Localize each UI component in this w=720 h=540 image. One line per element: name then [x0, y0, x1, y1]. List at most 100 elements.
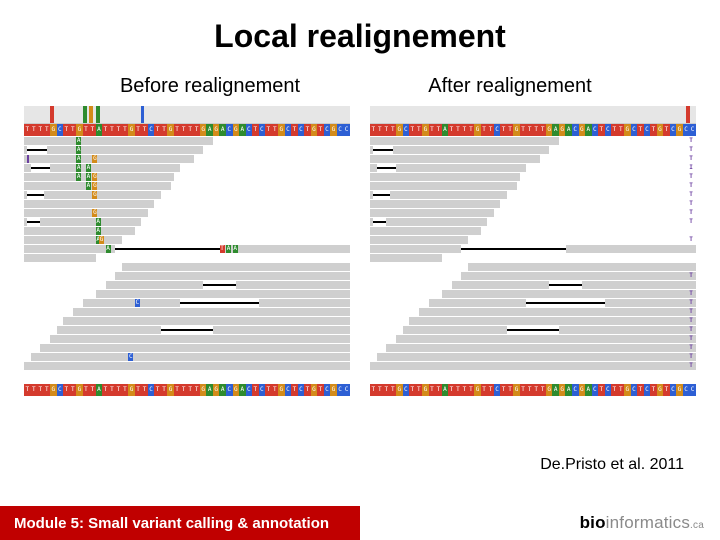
coverage-variant-mark — [89, 106, 93, 123]
read-row — [24, 272, 350, 280]
aligned-read — [370, 155, 540, 163]
read-row — [370, 326, 696, 334]
read-row — [370, 209, 696, 217]
mismatch-base: G — [92, 155, 97, 163]
aligned-read — [24, 209, 148, 217]
read-row — [370, 173, 696, 181]
mismatch-base: A — [86, 182, 91, 190]
insertion-base: T — [688, 299, 694, 307]
coverage-variant-mark — [686, 106, 690, 123]
mismatch-base: G — [92, 173, 97, 181]
read-row — [370, 137, 696, 145]
read-row: A — [24, 227, 350, 235]
coverage-variant-mark — [96, 106, 100, 123]
mismatch-base: A — [106, 245, 111, 253]
mismatch-base: C — [135, 299, 140, 307]
read-row — [370, 191, 696, 199]
subtitle-before: Before realignement — [60, 75, 360, 98]
read-row — [370, 290, 696, 298]
read-row — [24, 200, 350, 208]
aligned-read — [370, 200, 500, 208]
aligned-read — [96, 290, 350, 298]
read-row — [370, 164, 696, 172]
aligned-read — [396, 335, 696, 343]
ref-base: C — [343, 384, 350, 396]
insertion-base: T — [688, 308, 694, 316]
read-row — [370, 182, 696, 190]
slide-title: Local realignement — [0, 0, 720, 55]
ref-base: C — [343, 124, 350, 136]
read-row — [24, 254, 350, 262]
insertion-column: TTTITTTTTTTTTTTTTTTTT — [688, 136, 694, 384]
read-row — [370, 362, 696, 370]
footer: Module 5: Small variant calling & annota… — [0, 506, 720, 540]
aligned-read — [370, 236, 468, 244]
ref-base: C — [689, 124, 696, 136]
deletion-gap — [507, 329, 559, 331]
aligned-read — [115, 272, 350, 280]
deletion-gap — [27, 149, 47, 151]
insertion-base: T — [688, 155, 694, 163]
read-row — [24, 344, 350, 352]
read-row — [370, 353, 696, 361]
insertion-base — [688, 254, 694, 262]
insertion-base — [688, 281, 694, 289]
logo-suffix: .ca — [690, 520, 704, 531]
deletion-gap — [27, 194, 43, 196]
read-row — [24, 362, 350, 370]
mismatch-base: G — [92, 191, 97, 199]
reference-sequence-bottom: TTTTGCTTGTTATTTTGTTCTTGTTTTGAGACGACTCTTG… — [24, 384, 350, 396]
coverage-track — [370, 106, 696, 124]
insertion-base: T — [688, 182, 694, 190]
read-row: C — [24, 299, 350, 307]
mismatch-base: A — [76, 146, 81, 154]
slide: Local realignement Before realignement A… — [0, 0, 720, 540]
mismatch-base: A — [76, 137, 81, 145]
coverage-track — [24, 106, 350, 124]
read-row — [370, 200, 696, 208]
igv-panel-before: TTTTGCTTGTTATTTTGTTCTTGTTTTGAGACGACTCTTG… — [24, 106, 350, 396]
mismatch-base: A — [96, 227, 101, 235]
aligned-read — [24, 254, 96, 262]
insertion-base: T — [688, 317, 694, 325]
insertion-base: T — [688, 272, 694, 280]
aligned-read — [24, 155, 194, 163]
read-row: C — [24, 353, 350, 361]
insertion-base: T — [688, 191, 694, 199]
deletion-gap — [373, 149, 393, 151]
deletion-gap — [373, 194, 389, 196]
read-row: G — [24, 209, 350, 217]
aligned-read — [73, 308, 350, 316]
read-row — [370, 344, 696, 352]
mismatch-base: A — [233, 245, 238, 253]
insertion-base — [688, 227, 694, 235]
insertion-base: T — [688, 236, 694, 244]
insertion-base: T — [688, 290, 694, 298]
read-row — [370, 146, 696, 154]
aligned-read — [122, 263, 350, 271]
insertion-base: T — [688, 353, 694, 361]
aligned-read — [31, 353, 350, 361]
aligned-read — [370, 362, 696, 370]
coverage-variant-mark — [50, 106, 54, 123]
read-row — [370, 155, 696, 163]
deletion-gap — [549, 284, 582, 286]
aligned-read — [24, 362, 350, 370]
read-row — [24, 290, 350, 298]
read-row — [370, 272, 696, 280]
read-row: A — [24, 137, 350, 145]
read-row — [370, 281, 696, 289]
read-row — [24, 317, 350, 325]
aligned-read — [370, 146, 549, 154]
deletion-gap — [377, 167, 397, 169]
mismatch-base: A — [76, 155, 81, 163]
logo-rest: informatics — [606, 513, 690, 532]
aligned-read — [386, 344, 696, 352]
aligned-read — [50, 335, 350, 343]
aligned-read — [370, 218, 487, 226]
mismatch-base: A — [86, 173, 91, 181]
insertion-base: T — [688, 209, 694, 217]
aligned-read — [24, 137, 213, 145]
mismatch-base: G — [99, 236, 104, 244]
aligned-read — [24, 227, 135, 235]
